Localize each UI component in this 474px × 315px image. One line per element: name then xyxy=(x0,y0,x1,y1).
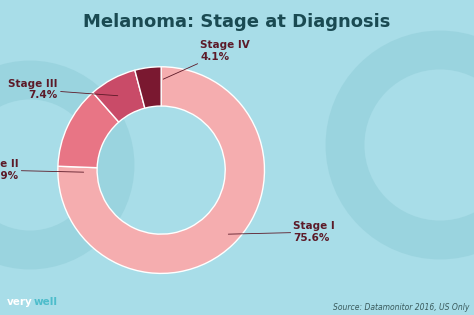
Text: Source: Datamonitor 2016, US Only: Source: Datamonitor 2016, US Only xyxy=(333,303,469,312)
Wedge shape xyxy=(58,93,119,168)
Wedge shape xyxy=(58,67,264,273)
Wedge shape xyxy=(93,70,145,122)
Wedge shape xyxy=(135,67,161,108)
Text: very: very xyxy=(7,297,33,307)
Text: Stage I
75.6%: Stage I 75.6% xyxy=(228,221,335,243)
Text: Stage III
7.4%: Stage III 7.4% xyxy=(9,79,118,100)
Text: well: well xyxy=(33,297,57,307)
Text: Melanoma: Stage at Diagnosis: Melanoma: Stage at Diagnosis xyxy=(83,13,391,31)
Text: Stage IV
4.1%: Stage IV 4.1% xyxy=(163,41,250,79)
Text: Stage II
12.9%: Stage II 12.9% xyxy=(0,159,84,181)
